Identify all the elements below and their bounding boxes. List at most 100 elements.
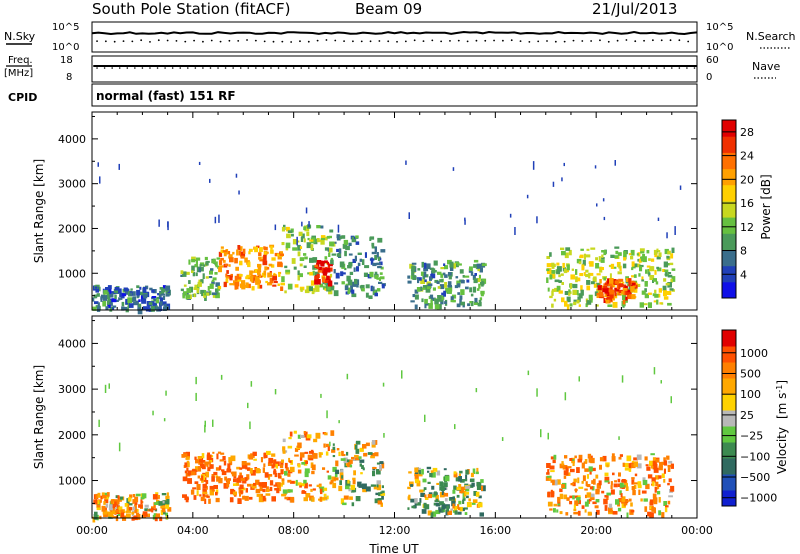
nsearch-point [431, 39, 434, 42]
nsearch-point [466, 40, 469, 43]
data-cell [410, 498, 415, 503]
nave-point [194, 67, 197, 69]
data-cell [638, 258, 641, 263]
data-cell [479, 512, 484, 517]
data-cell [623, 502, 626, 507]
data-cell [652, 463, 658, 470]
data-cell [473, 301, 479, 305]
nsearch-point [581, 40, 584, 42]
data-cell [460, 301, 465, 306]
data-cell [443, 492, 449, 497]
nsearch-point [166, 39, 169, 42]
colorbar-swatch [722, 442, 736, 459]
data-cell [586, 280, 591, 285]
data-cell [459, 506, 464, 512]
data-cell [329, 229, 334, 233]
data-cell [134, 502, 138, 505]
data-cell [587, 453, 592, 459]
data-cell [622, 281, 625, 284]
data-cell [229, 283, 234, 286]
data-cell [580, 248, 584, 251]
data-cell [312, 270, 315, 276]
data-cell [576, 299, 580, 304]
data-cell [281, 478, 285, 481]
data-cell [465, 474, 468, 480]
nave-point [134, 67, 136, 69]
data-cell [313, 438, 318, 443]
data-cell [213, 485, 218, 489]
data-cell [379, 461, 384, 465]
data-cell [671, 276, 676, 282]
data-cell [633, 484, 637, 489]
data-cell [427, 283, 433, 286]
data-cell [361, 465, 364, 469]
y-tick-label: 4000 [58, 133, 86, 146]
data-cell [547, 432, 549, 440]
data-cell [609, 282, 613, 286]
data-cell [234, 285, 239, 290]
data-cell [263, 270, 267, 276]
data-cell [636, 263, 641, 268]
data-cell [622, 263, 627, 269]
data-cell [574, 500, 579, 506]
data-cell [159, 297, 163, 302]
data-cell [327, 475, 332, 480]
data-cell [136, 289, 141, 296]
data-cell [214, 272, 218, 275]
data-cell [109, 511, 114, 517]
data-cell [662, 269, 666, 272]
data-cell [124, 503, 128, 507]
data-cell [445, 509, 449, 516]
data-cell [456, 280, 461, 286]
data-cell [195, 376, 197, 385]
data-cell [244, 495, 249, 501]
data-cell [376, 462, 381, 465]
data-cell [163, 303, 167, 307]
data-cell [568, 249, 572, 256]
data-cell [383, 433, 385, 438]
data-cell [347, 265, 352, 269]
data-cell [439, 486, 443, 491]
data-cell [569, 303, 573, 307]
data-cell [326, 235, 330, 239]
data-cell [262, 488, 266, 493]
data-cell [471, 482, 475, 487]
data-cell [654, 486, 657, 493]
data-cell [211, 474, 215, 478]
data-cell [230, 273, 233, 278]
data-cell [651, 266, 654, 270]
data-cell [236, 477, 242, 483]
data-cell [584, 468, 589, 472]
data-cell [324, 432, 328, 436]
data-cell [289, 431, 293, 437]
power-colorbar-label: Power [dB] [759, 174, 773, 239]
data-cell [235, 482, 239, 486]
data-cell [118, 506, 123, 512]
data-cell [224, 476, 228, 481]
data-cell [644, 288, 647, 293]
nsearch-point [519, 40, 522, 42]
data-cell [379, 276, 385, 280]
data-cell [556, 271, 560, 275]
data-cell [374, 292, 378, 297]
data-cell [630, 286, 635, 292]
data-cell [191, 256, 196, 261]
data-cell [332, 482, 337, 489]
data-cell [414, 478, 420, 484]
nsearch-point [104, 40, 107, 43]
data-cell [617, 280, 622, 284]
data-cell [663, 278, 667, 282]
data-cell [619, 482, 624, 488]
data-cell [365, 486, 371, 492]
data-cell [357, 262, 361, 267]
data-cell [225, 278, 229, 284]
data-cell [631, 267, 634, 271]
data-cell [118, 163, 120, 170]
colorbar-swatch [722, 330, 736, 347]
data-cell [359, 285, 365, 288]
data-cell [421, 509, 427, 514]
data-cell [439, 481, 444, 487]
data-cell [342, 243, 348, 249]
data-cell [462, 275, 465, 278]
freq-trace [93, 65, 697, 69]
